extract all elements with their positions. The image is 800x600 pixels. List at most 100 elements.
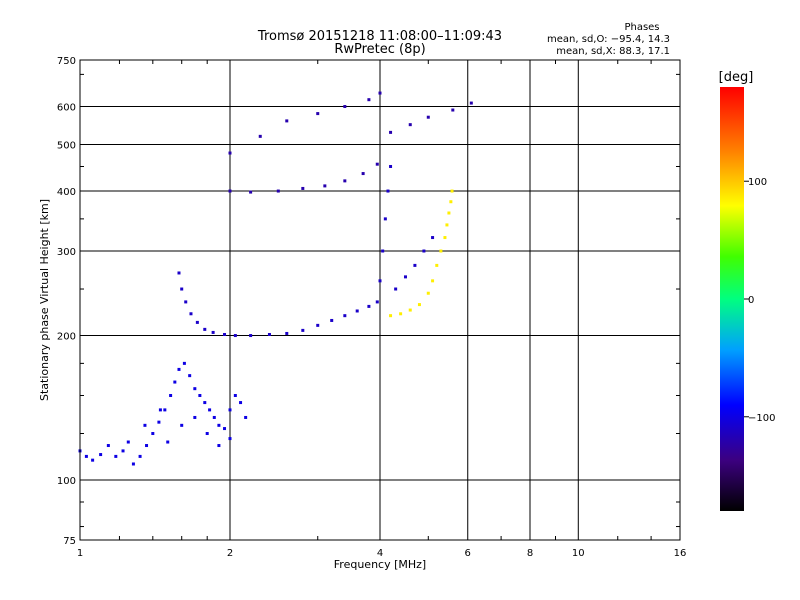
data-point [244, 415, 248, 419]
chart-title: Tromsø 20151218 11:08:00–11:09:43 [257, 29, 502, 44]
data-point [126, 440, 130, 444]
data-point [233, 334, 237, 338]
data-point [355, 309, 359, 313]
data-point [223, 332, 227, 336]
data-point [239, 401, 243, 405]
data-point [417, 303, 421, 307]
data-point [389, 130, 393, 134]
data-point [394, 287, 398, 291]
y-tick-labels: 75 100 200 300 400 500 600 750 [57, 56, 76, 547]
data-point [450, 189, 454, 193]
phase-stats-heading: Phases [624, 22, 659, 33]
data-point [301, 328, 305, 332]
data-point [431, 236, 435, 240]
data-point [84, 454, 88, 458]
data-point [276, 189, 280, 193]
data-point [361, 172, 365, 176]
data-points [78, 91, 473, 466]
data-point [177, 367, 181, 371]
data-point [408, 123, 412, 127]
phase-stats-o: mean, sd,O: −95.4, 14.3 [547, 34, 670, 45]
y-tick-label: 600 [57, 103, 76, 114]
data-point [378, 279, 382, 283]
data-point [158, 408, 162, 412]
data-point [389, 314, 393, 318]
data-point [208, 408, 212, 412]
data-point [343, 179, 347, 183]
data-point [151, 432, 155, 436]
data-point [378, 91, 382, 95]
data-point [285, 119, 289, 123]
data-point [228, 151, 232, 155]
data-point [163, 408, 167, 412]
colorbar-gradient [720, 87, 744, 511]
data-point [375, 162, 379, 166]
y-tick-label: 75 [63, 536, 76, 547]
data-point [143, 423, 147, 427]
x-tick-label: 10 [572, 548, 585, 559]
data-point [203, 327, 207, 331]
plot-frame [79, 59, 681, 541]
colorbar-label: [deg] [719, 70, 754, 85]
data-point [343, 314, 347, 318]
data-point [205, 432, 209, 436]
data-point [188, 374, 192, 378]
data-point [267, 332, 271, 336]
data-point [184, 300, 188, 304]
data-point [203, 401, 207, 405]
x-tick-labels: 1 2 4 6 8 10 16 [77, 548, 687, 559]
y-tick-label: 300 [57, 247, 76, 258]
chart-subtitle: RwPretec (8p) [334, 42, 425, 57]
y-tick-label: 200 [57, 332, 76, 343]
data-point [413, 263, 417, 267]
data-point [212, 415, 216, 419]
data-point [169, 394, 173, 398]
x-tick-label: 8 [527, 548, 533, 559]
data-point [399, 312, 403, 316]
data-point [182, 361, 186, 365]
data-point [439, 249, 443, 253]
x-tick-label: 4 [377, 548, 383, 559]
data-point [166, 440, 170, 444]
data-point [180, 423, 184, 427]
data-point [426, 115, 430, 119]
data-point [223, 427, 227, 431]
data-point [173, 380, 177, 384]
data-point [217, 444, 221, 448]
x-tick-label: 1 [77, 548, 83, 559]
data-point [316, 112, 320, 116]
data-point [451, 108, 455, 112]
y-tick-label: 750 [57, 56, 76, 67]
colorbar-ticks: 100 0 −100 [744, 177, 775, 424]
data-point [157, 420, 161, 424]
data-point [316, 323, 320, 327]
data-point [469, 101, 473, 105]
data-point [367, 98, 371, 102]
data-point [233, 394, 237, 398]
data-point [228, 189, 232, 193]
y-tick-label: 100 [57, 476, 76, 487]
data-point [386, 189, 390, 193]
phase-stats-x: mean, sd,X: 88.3, 17.1 [556, 46, 670, 57]
data-point [435, 263, 439, 267]
data-point [121, 449, 125, 453]
data-point [99, 453, 103, 457]
x-tick-label: 2 [227, 548, 233, 559]
data-point [145, 444, 149, 448]
data-point [381, 249, 385, 253]
phase-stats: Phases mean, sd,O: −95.4, 14.3 mean, sd,… [547, 22, 670, 57]
y-tick-label: 400 [57, 187, 76, 198]
data-point [330, 318, 334, 322]
data-point [301, 186, 305, 190]
data-point [431, 279, 435, 283]
x-axis-label: Frequency [MHz] [334, 558, 426, 571]
data-point [138, 454, 142, 458]
y-tick-label: 500 [57, 141, 76, 152]
data-point [343, 105, 347, 109]
colorbar-tick-label: 100 [748, 177, 767, 188]
data-point [249, 190, 253, 194]
data-point [447, 211, 451, 215]
data-point [91, 458, 95, 462]
data-point [198, 394, 202, 398]
